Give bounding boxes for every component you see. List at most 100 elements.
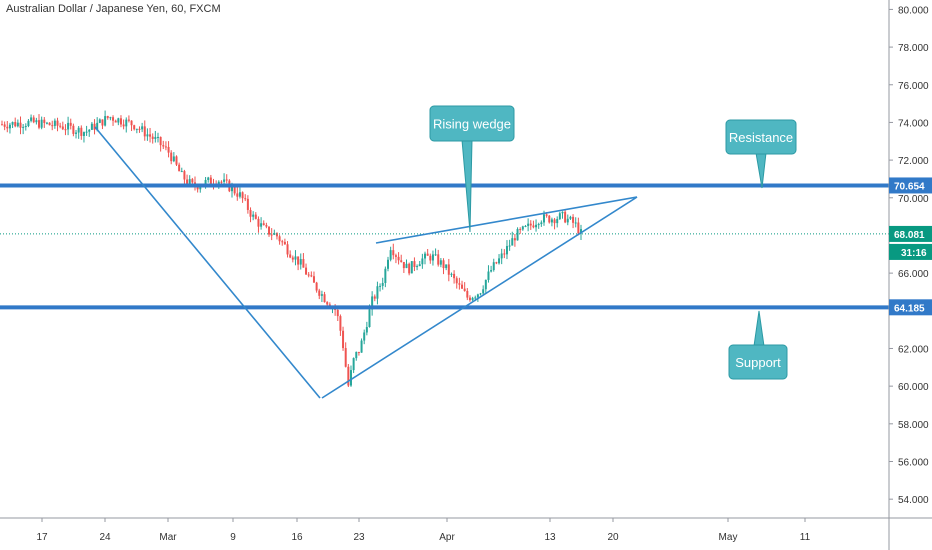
candle-down: [133, 125, 136, 130]
resistance-price-box: [889, 177, 932, 194]
candle-down: [61, 126, 64, 130]
candle-down: [127, 119, 130, 121]
candle-up: [360, 340, 363, 353]
candle-up: [471, 297, 474, 301]
candle-up: [156, 136, 159, 138]
candle-up: [424, 253, 427, 259]
candle-up: [85, 131, 88, 133]
candle-down: [143, 126, 146, 137]
candle-down: [191, 179, 194, 183]
candle-down: [307, 274, 310, 276]
candle-down: [342, 330, 345, 349]
candle-up: [188, 179, 191, 184]
candle-up: [540, 222, 543, 225]
candle-up: [299, 259, 302, 265]
candle-down: [162, 145, 165, 147]
candle-up: [476, 294, 479, 298]
candle-down: [175, 156, 178, 165]
candle-down: [151, 136, 154, 139]
candle-down: [56, 120, 59, 126]
candle-up: [352, 358, 355, 371]
candle-down: [69, 122, 72, 126]
candle-down: [437, 254, 440, 265]
candle-up: [537, 224, 540, 226]
candle-up: [146, 134, 149, 137]
support-callout-box: [728, 344, 788, 380]
candle-down: [80, 127, 83, 136]
candle-up: [199, 186, 202, 190]
candle-down: [246, 198, 249, 210]
candle-down: [429, 255, 432, 261]
candle-up: [135, 128, 138, 130]
candle-down: [463, 288, 466, 291]
candle-up: [217, 181, 220, 185]
candle-up: [418, 264, 421, 267]
candle-up: [421, 258, 424, 265]
candle-up: [75, 132, 78, 134]
candle-down: [51, 125, 54, 127]
candle-down: [209, 177, 212, 184]
x-tick-label: 11: [800, 532, 811, 543]
candle-down: [413, 261, 416, 268]
candle-up: [104, 116, 107, 126]
candle-down: [196, 186, 199, 190]
candle-down: [3, 124, 6, 127]
candle-up: [204, 180, 207, 186]
candle-up: [516, 229, 519, 241]
candle-up: [558, 213, 561, 220]
rising-wedge-callout-box: [429, 105, 515, 142]
candle-down: [186, 179, 189, 184]
candle-down: [38, 120, 41, 128]
candle-down: [347, 366, 350, 386]
candle-down: [268, 226, 271, 235]
candle-up: [109, 117, 112, 119]
candle-down: [336, 309, 339, 317]
x-tick-label: 23: [353, 532, 365, 543]
candle-up: [141, 126, 144, 130]
candle-up: [521, 226, 524, 230]
candle-down: [183, 171, 186, 180]
candle-up: [88, 129, 91, 132]
candle-down: [122, 124, 125, 127]
candle-up: [53, 120, 56, 126]
x-tick-label: Apr: [439, 532, 455, 543]
candle-down: [278, 236, 281, 242]
candle-up: [450, 273, 453, 275]
wedge-resistance-line: [375, 196, 638, 244]
candle-down: [112, 117, 115, 121]
candle-down: [254, 214, 257, 219]
x-tick-label: Mar: [159, 532, 177, 543]
candle-up: [371, 296, 374, 310]
candle-down: [323, 294, 326, 303]
candle-down: [513, 238, 516, 241]
candle-down: [392, 250, 395, 256]
candle-up: [524, 225, 527, 227]
candle-down: [408, 263, 411, 274]
candle-up: [223, 179, 226, 182]
current-price-box: [889, 225, 932, 242]
candle-down: [275, 233, 278, 237]
candle-up: [11, 122, 14, 125]
candle-down: [14, 122, 17, 127]
candle-down: [178, 164, 181, 172]
candle-up: [381, 282, 384, 286]
candle-down: [548, 215, 551, 223]
resistance-price-label: 70.654: [894, 181, 925, 192]
candle-down: [577, 222, 580, 234]
candle-down: [262, 223, 265, 226]
candle-down: [48, 122, 51, 126]
candle-down: [397, 256, 400, 261]
candle-up: [389, 250, 392, 260]
candle-down: [64, 129, 67, 131]
candle-down: [357, 351, 360, 353]
candle-up: [82, 132, 85, 136]
resistance-callout-box: [725, 119, 797, 155]
candle-down: [532, 225, 535, 228]
y-tick-label: 72.000: [898, 156, 929, 167]
candle-down: [302, 259, 305, 268]
candle-up: [410, 261, 413, 274]
candle-up: [431, 254, 434, 261]
candle-down: [225, 179, 228, 181]
support-price-box: [889, 299, 932, 316]
